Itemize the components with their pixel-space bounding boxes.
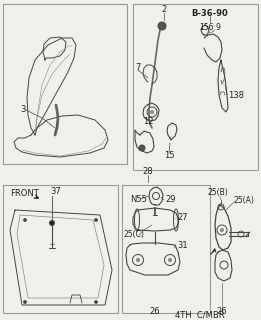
Bar bbox=[3, 4, 127, 164]
Text: 156: 156 bbox=[199, 23, 213, 33]
Text: 25(B): 25(B) bbox=[207, 188, 228, 197]
Text: 25(C): 25(C) bbox=[124, 230, 145, 239]
Bar bbox=[133, 4, 258, 170]
Circle shape bbox=[139, 145, 145, 151]
Circle shape bbox=[158, 22, 166, 30]
Text: 2: 2 bbox=[161, 5, 167, 14]
Text: 26: 26 bbox=[217, 308, 227, 316]
Circle shape bbox=[168, 258, 172, 262]
Text: 29: 29 bbox=[165, 196, 175, 204]
Text: 7: 7 bbox=[135, 63, 140, 73]
Text: N55: N55 bbox=[130, 195, 147, 204]
Circle shape bbox=[136, 258, 140, 262]
Text: FRONT: FRONT bbox=[10, 189, 39, 198]
Text: 37: 37 bbox=[50, 188, 61, 196]
Circle shape bbox=[23, 300, 27, 303]
Circle shape bbox=[94, 300, 98, 303]
Circle shape bbox=[150, 110, 154, 114]
Text: B-36-90: B-36-90 bbox=[192, 9, 228, 18]
Bar bbox=[122, 185, 210, 313]
Circle shape bbox=[94, 219, 98, 221]
Text: 31: 31 bbox=[177, 241, 188, 250]
Text: 4TH  C/MBR: 4TH C/MBR bbox=[175, 310, 225, 319]
Text: 27: 27 bbox=[177, 213, 188, 222]
Circle shape bbox=[220, 228, 224, 232]
Circle shape bbox=[23, 219, 27, 221]
Text: 3: 3 bbox=[20, 106, 25, 115]
Text: 28: 28 bbox=[143, 167, 153, 177]
Circle shape bbox=[50, 220, 55, 226]
Text: 9: 9 bbox=[215, 23, 220, 33]
Text: 138: 138 bbox=[228, 91, 244, 100]
Text: 12: 12 bbox=[143, 117, 153, 126]
Text: 15: 15 bbox=[164, 151, 174, 161]
Bar bbox=[3, 185, 118, 313]
Text: 25(A): 25(A) bbox=[234, 196, 255, 204]
Text: 26: 26 bbox=[150, 308, 160, 316]
